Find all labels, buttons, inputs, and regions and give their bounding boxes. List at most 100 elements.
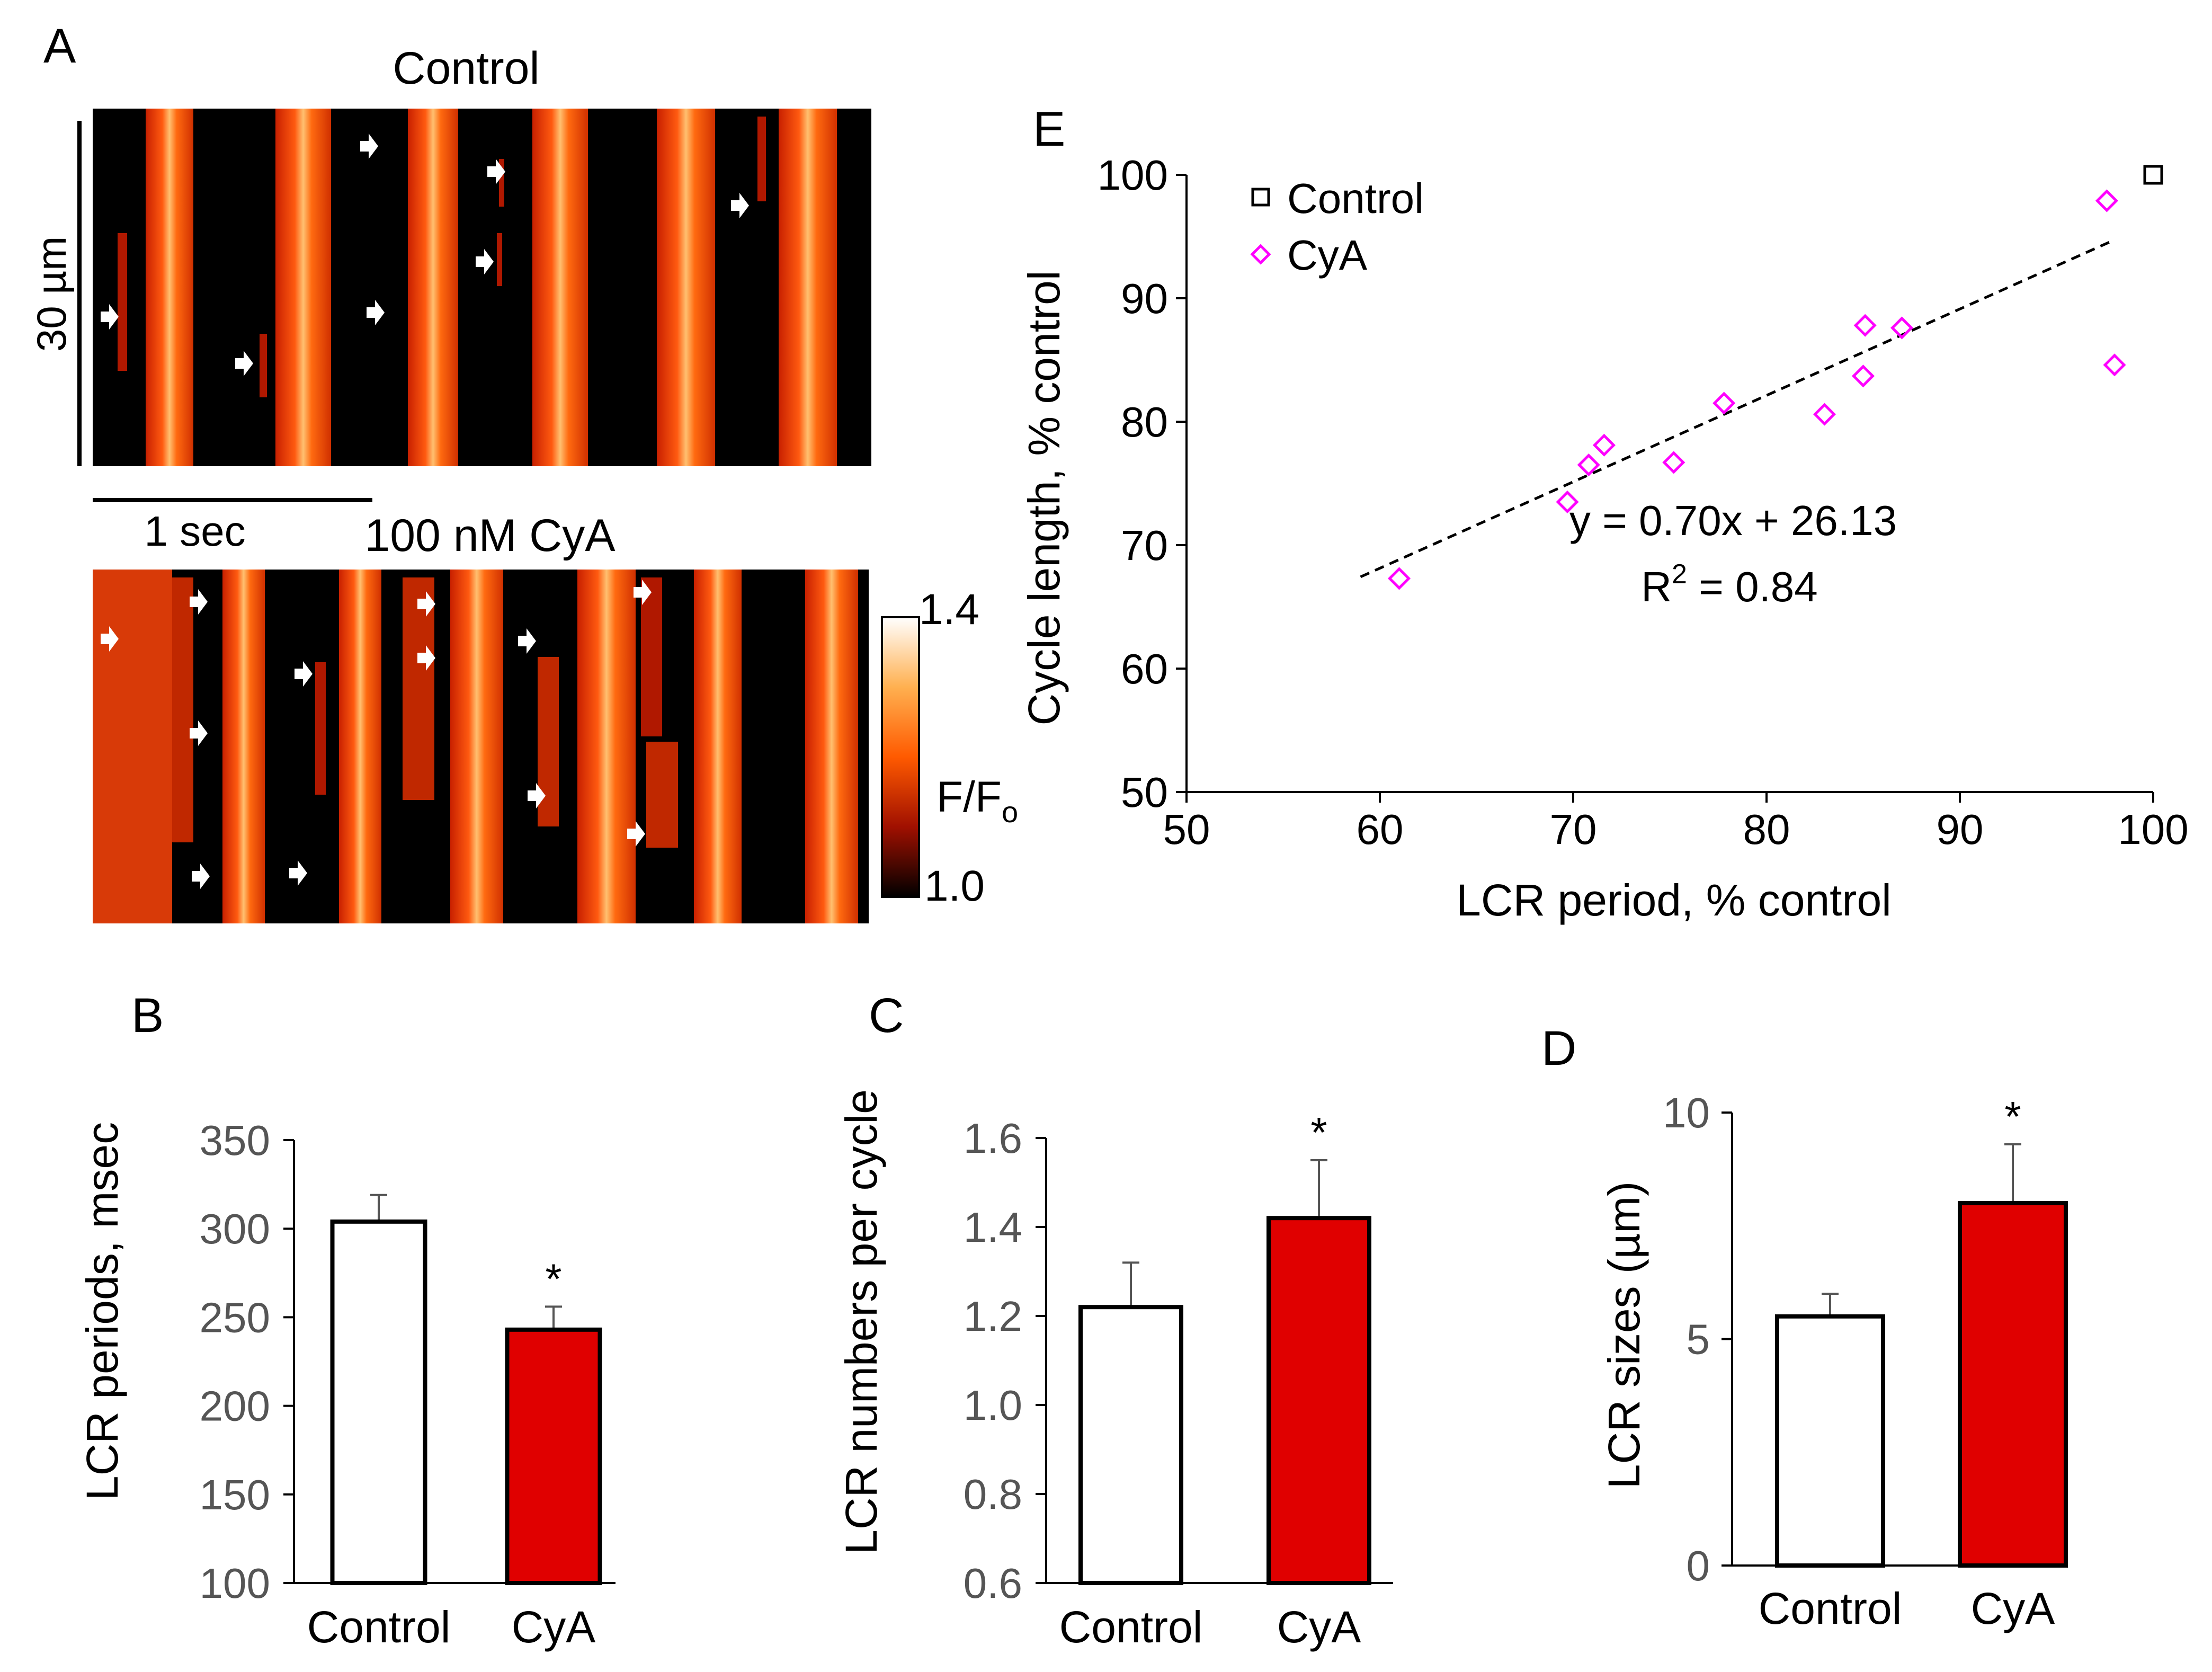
panel-c-ytick-group: 0.6 0.8 1.0 1.2 1.4 1.6 (964, 1115, 1046, 1607)
panel-e-r2-sup: 2 (1672, 559, 1687, 590)
colorbar-min-label: 1.0 (924, 862, 985, 910)
panel-b-bar (330, 1219, 427, 1585)
panel-e-xtick-label: 100 (2118, 806, 2188, 853)
panel-d-bar-group: * (1775, 1093, 2068, 1568)
panel-b-ytick-label: 200 (200, 1383, 270, 1430)
panel-b-ytick-label: 150 (200, 1471, 270, 1518)
panel-b-ytick-label: 100 (200, 1560, 270, 1607)
panel-c-ytick-label: 1.6 (964, 1115, 1022, 1162)
lcr-arrow-icon (518, 628, 536, 654)
panel-e-xtick-label: 60 (1357, 806, 1404, 853)
legend-control-marker (1251, 188, 1270, 207)
panel-e-point-group (1387, 165, 2163, 590)
lcr-arrow-icon (627, 821, 645, 847)
ca-transient-band (577, 570, 636, 923)
panel-a: A Control 30 µm 1 (28, 19, 1018, 923)
panel-c-bar (1078, 1305, 1183, 1585)
panel-d-ylabel: LCR sizes (µm) (1599, 1181, 1649, 1489)
lcr-arrow-icon (634, 580, 652, 605)
panel-d-significance-label: * (2004, 1093, 2021, 1140)
colorbar-label: F/Fo (936, 773, 1018, 829)
panel-d-bar (1958, 1201, 2068, 1568)
panel-d-ytick-label: 5 (1687, 1316, 1710, 1363)
panel-e-ytick-label: 60 (1121, 645, 1168, 692)
panel-b-ytick-label: 250 (200, 1294, 270, 1341)
lcr-arrow-icon (731, 193, 749, 218)
panel-e: E Cycle length, % control 5060708090100 … (1019, 102, 2189, 925)
panel-e-ytick-label: 80 (1121, 398, 1168, 446)
panel-e-point-cya (1813, 403, 1836, 426)
lcr-arrow-icon (417, 645, 435, 671)
panel-e-point-cya (1853, 314, 1877, 337)
panel-c-ytick-label: 0.6 (964, 1560, 1022, 1607)
panel-b-xtick-label: Control (307, 1602, 451, 1652)
panel-d-ytick-label: 10 (1663, 1089, 1710, 1136)
panel-c-ytick-label: 1.0 (964, 1382, 1022, 1429)
panel-c-xtick-label: Control (1059, 1602, 1203, 1652)
lcr-arrow-icon (476, 249, 494, 274)
panel-a-bottom-title: 100 nM CyA (364, 510, 616, 561)
colorbar: 1.4 1.0 F/Fo (881, 585, 1018, 910)
panel-a-top-title: Control (393, 43, 539, 94)
panel-c: C LCR numbers per cycle 0.6 0.8 1.0 1.2 1.4 1… (836, 989, 1393, 1652)
panel-e-trendline-group (1360, 238, 2116, 579)
panel-e-ytick-label: 70 (1121, 522, 1168, 569)
panel-c-ytick-label: 1.2 (964, 1293, 1022, 1340)
ca-transient-band (450, 570, 503, 923)
ca-transient-band (275, 109, 331, 466)
panel-e-ytick-group: 50 60 70 80 90 100 (1098, 152, 1187, 816)
linescan-cya-image (93, 570, 869, 923)
panel-e-xtick-label: 70 (1550, 806, 1597, 853)
panel-a-letter: A (43, 19, 76, 73)
panel-e-point-cya (1890, 316, 1914, 340)
ca-transient-band (222, 570, 265, 923)
legend-control-label: Control (1287, 175, 1424, 222)
ca-transient-band (146, 109, 193, 466)
panel-b: B LCR periods, msec 100 150 200 250 300 350 *… (77, 989, 616, 1652)
panel-d: D LCR sizes (µm) 0 5 10 * Control CyA (1541, 1021, 2068, 1633)
lcr-arrow-icon (417, 591, 435, 617)
panel-c-ylabel: LCR numbers per cycle (836, 1089, 886, 1554)
panel-c-ytick-label: 0.8 (964, 1471, 1022, 1518)
panel-e-trendline (1360, 238, 2116, 579)
panel-e-r2-prefix: R (1641, 563, 1672, 610)
panel-b-ytick-group: 100 150 200 250 300 350 (200, 1117, 294, 1607)
panel-b-ylabel: LCR periods, msec (77, 1122, 127, 1500)
lcr-arrow-icon (190, 721, 208, 746)
lcr-arrow-icon (487, 159, 505, 184)
panel-e-r2-suffix: = 0.84 (1687, 563, 1818, 610)
panel-e-xtick-label: 80 (1743, 806, 1790, 853)
time-scale-label: 1 sec (144, 508, 245, 555)
panel-e-point-control (2143, 165, 2163, 185)
lcr-arrow-icon (360, 134, 378, 159)
space-scale-label: 30 µm (28, 236, 75, 352)
ca-transient-band (805, 570, 858, 923)
lcr-arrow-icon (528, 783, 546, 808)
panel-e-point-cya (1556, 490, 1579, 513)
ca-transient-band (532, 109, 588, 466)
ca-transient-band (657, 109, 715, 466)
ca-transient-band (339, 570, 381, 923)
panel-e-point-cya (1712, 392, 1736, 415)
panel-e-ytick-label: 90 (1121, 275, 1168, 322)
panel-e-xtick-group: 50 60 70 80 90 100 (1163, 792, 2189, 853)
lcr-arrow-icon (192, 864, 210, 889)
panel-b-letter: B (131, 989, 164, 1043)
panel-e-legend: Control CyA (1250, 175, 1424, 279)
panel-e-letter: E (1033, 102, 1065, 156)
legend-cya-label: CyA (1287, 232, 1368, 279)
panel-e-xtick-label: 50 (1163, 806, 1210, 853)
panel-c-bar-group: * (1078, 1109, 1371, 1585)
linescan-control-image (93, 109, 871, 466)
panel-d-ytick-group: 0 5 10 (1663, 1089, 1732, 1589)
panel-e-ytick-label: 50 (1121, 769, 1168, 816)
panel-e-point-cya (1577, 453, 1600, 477)
panel-e-xlabel: LCR period, % control (1456, 875, 1892, 925)
panel-e-point-cya (2103, 353, 2126, 377)
panel-b-bar-group: * (330, 1194, 602, 1586)
legend-cya-marker (1250, 244, 1271, 265)
panel-d-xtick-label: Control (1759, 1584, 1902, 1633)
ca-transient-band (694, 570, 742, 923)
panel-b-ytick-label: 300 (200, 1205, 270, 1252)
panel-b-ytick-label: 350 (200, 1117, 270, 1164)
